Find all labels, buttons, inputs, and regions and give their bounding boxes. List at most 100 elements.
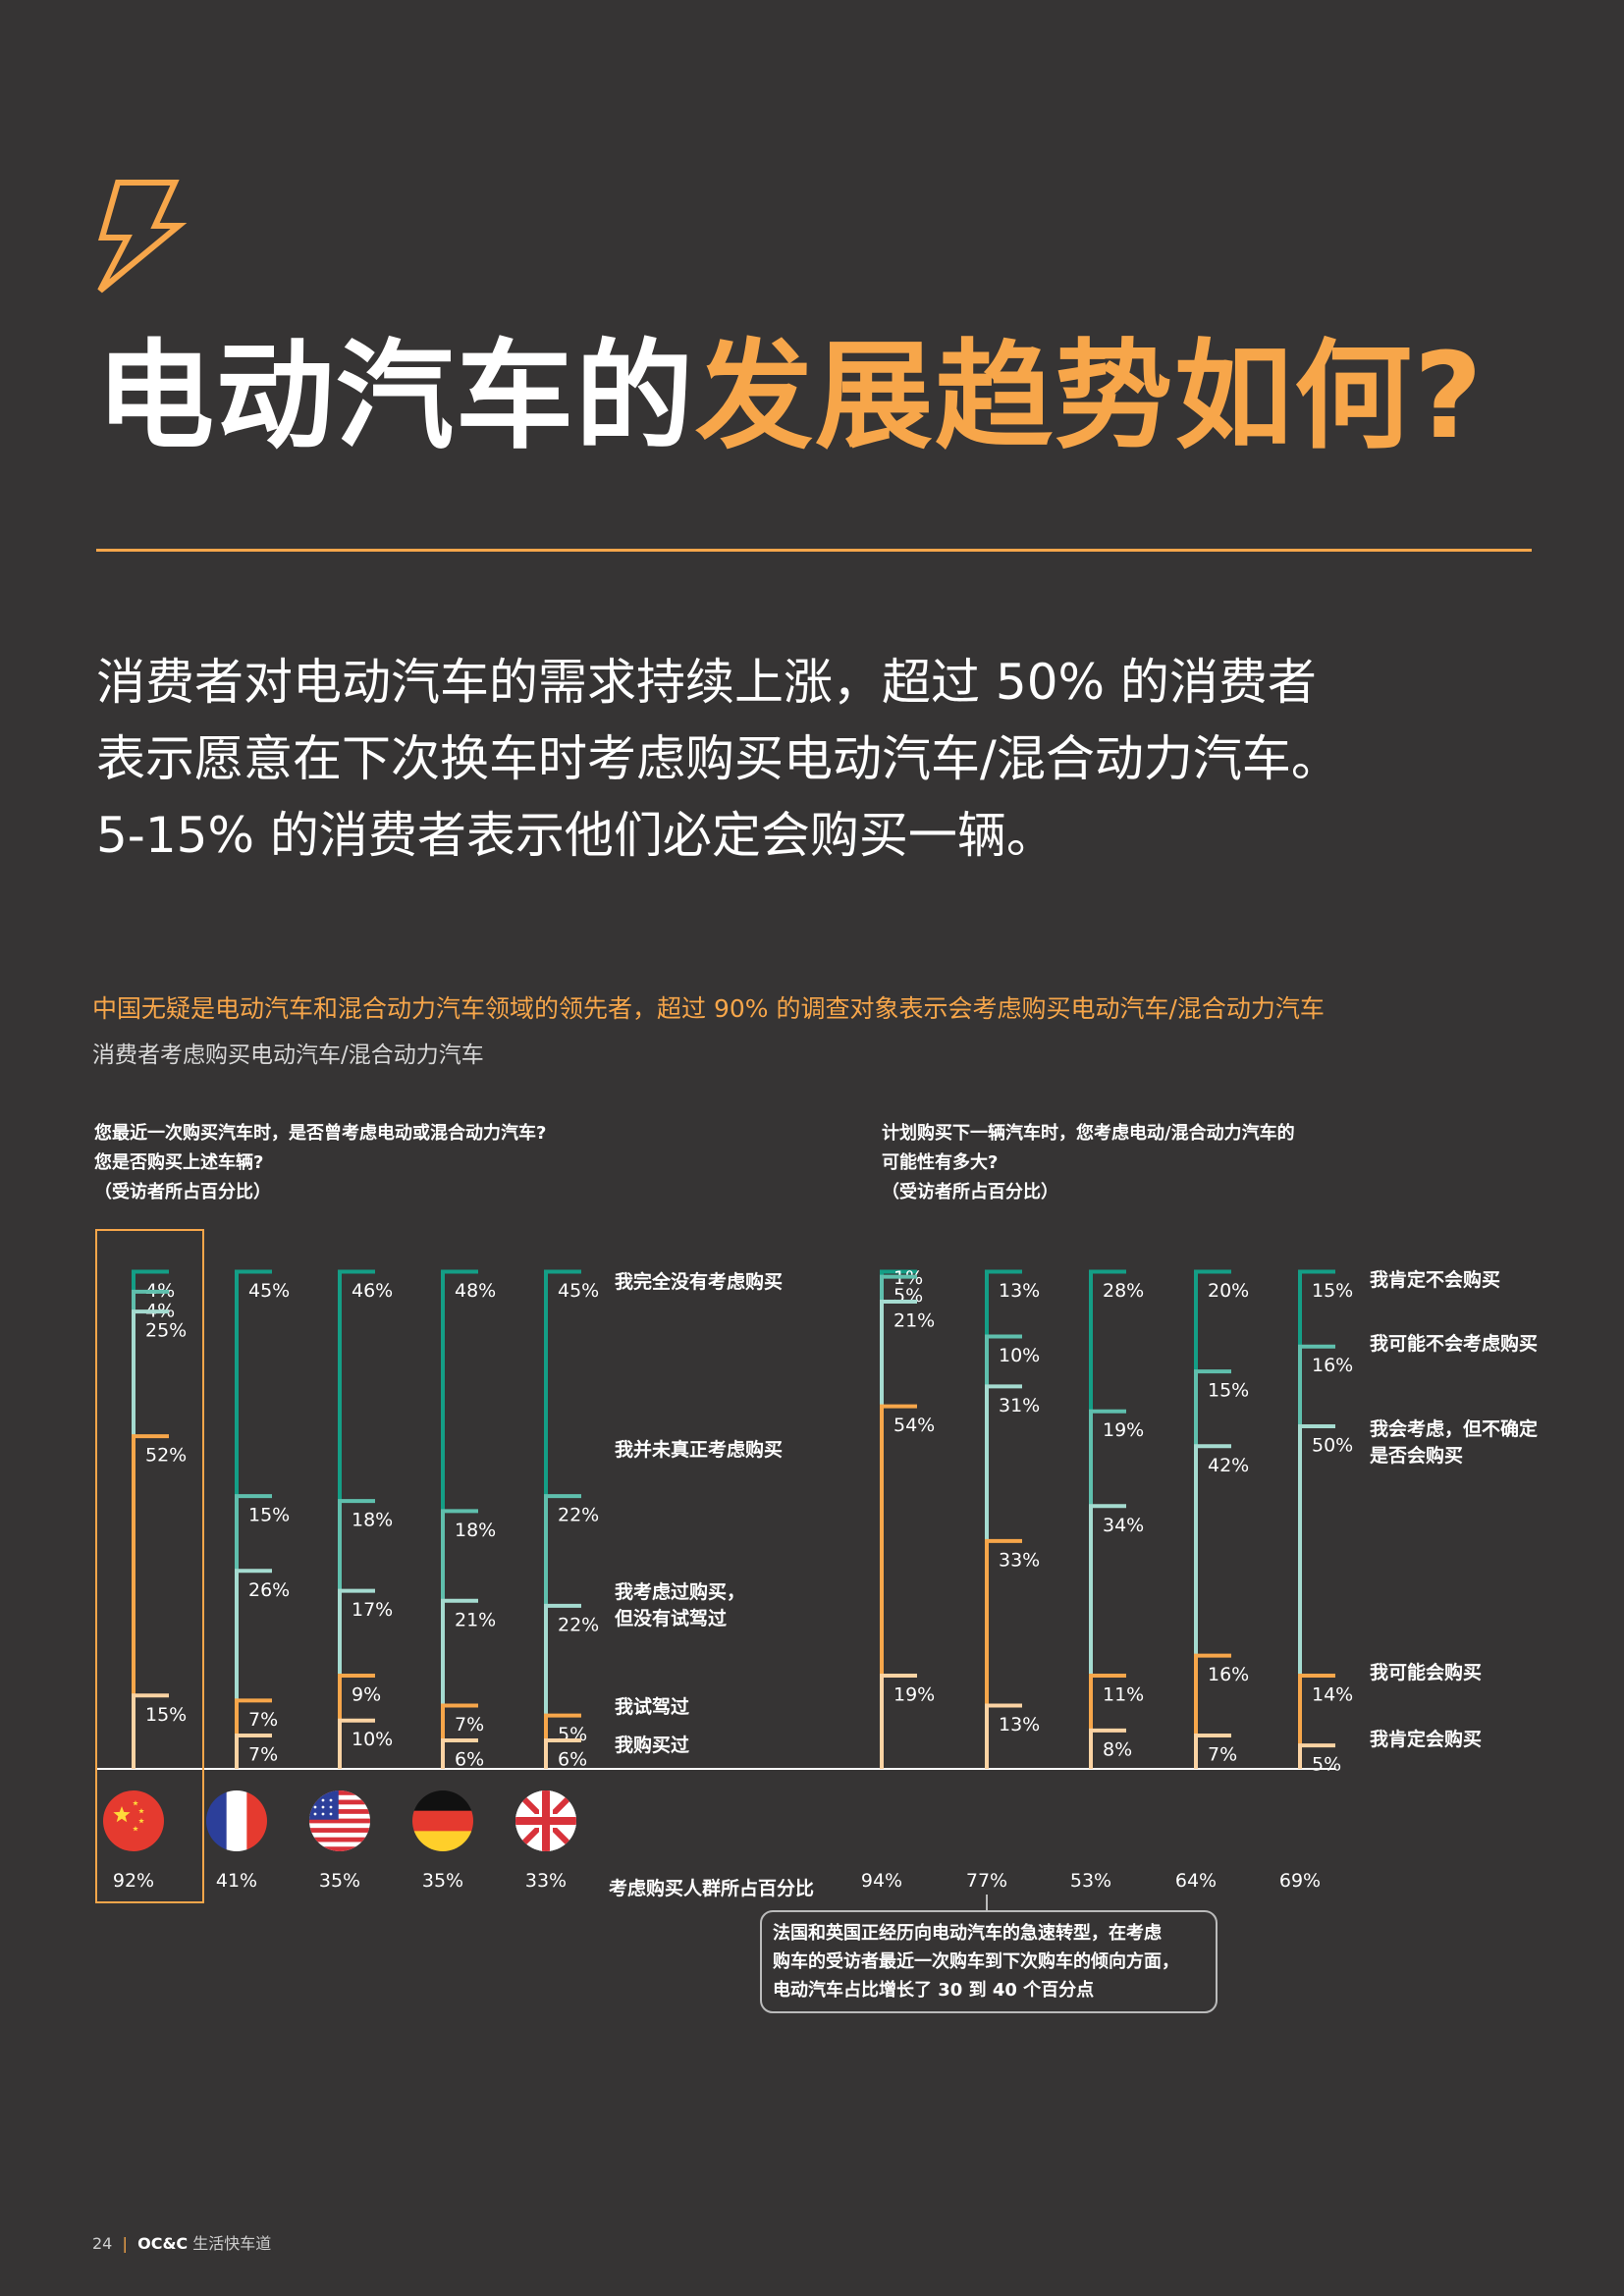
segment-value-label: 34%	[1103, 1515, 1144, 1536]
segment-category-label: 我完全没有考虑购买	[615, 1270, 783, 1293]
consider-total-label: 77%	[966, 1870, 1007, 1892]
callout-text-line: 电动汽车占比增长了 30 到 40 个百分点	[773, 1979, 1094, 2001]
consider-total-label: 53%	[1070, 1870, 1111, 1892]
segment-category-label: 我购买过	[615, 1734, 689, 1756]
segment-value-label: 5%	[1312, 1754, 1341, 1776]
segment-value-label: 7%	[1208, 1743, 1237, 1765]
question-right-line-1: 计划购买下一辆汽车时，您考虑电动/混合动力汽车的	[882, 1123, 1295, 1144]
segment-category-label: 我并未真正考虑购买	[615, 1438, 783, 1461]
segment-value-label: 22%	[558, 1614, 599, 1635]
intro-line-1: 消费者对电动汽车的需求持续上涨，超过 50% 的消费者	[96, 654, 1317, 711]
question-left-line-2: 您是否购买上述车辆?	[94, 1152, 264, 1173]
footer-brand: OC&C	[137, 2234, 189, 2253]
callout-box	[760, 1910, 1218, 2013]
segment-category-label-line: 我购买过	[615, 1734, 689, 1756]
consider-total-label: 64%	[1175, 1870, 1217, 1892]
usa-flag-icon	[309, 1790, 370, 1851]
segment-category-label-line: 我可能不会考虑购买	[1370, 1332, 1538, 1355]
france-flag-icon	[206, 1790, 267, 1851]
segment-value-label: 14%	[1312, 1683, 1353, 1705]
uk-flag-icon	[1270, 1790, 1330, 1851]
chart-heading: 中国无疑是电动汽车和混合动力汽车领域的领先者，超过 90% 的调查对象表示会考虑…	[92, 994, 1325, 1023]
segment-value-label: 16%	[1208, 1664, 1249, 1685]
segment-value-label: 45%	[248, 1280, 290, 1302]
china-highlight-box	[95, 1229, 204, 1903]
lightning-bolt-icon	[97, 180, 188, 294]
segment-value-label: 25%	[145, 1320, 187, 1342]
segment-value-label: 16%	[1312, 1355, 1353, 1376]
france-flag-icon	[956, 1790, 1017, 1851]
segment-value-label: 10%	[352, 1729, 393, 1750]
segment-category-label-line: 我可能会购买	[1370, 1661, 1482, 1683]
segment-category-label: 我可能不会考虑购买	[1370, 1332, 1538, 1355]
segment-category-label: 我试驾过	[615, 1695, 689, 1718]
segment-value-label: 28%	[1103, 1280, 1144, 1302]
segment-value-label: 18%	[352, 1510, 393, 1531]
segment-category-label-line: 我肯定会购买	[1370, 1728, 1482, 1750]
segment-value-label: 17%	[352, 1599, 393, 1621]
callout-text-line: 法国和英国正经历向电动汽车的急速转型，在考虑	[773, 1922, 1162, 1944]
segment-value-label: 26%	[248, 1579, 290, 1601]
segment-value-label: 45%	[558, 1280, 599, 1302]
segment-category-label-line: 我并未真正考虑购买	[615, 1438, 783, 1461]
consider-total-label: 94%	[861, 1870, 902, 1892]
usa-flag-icon	[1060, 1790, 1121, 1851]
page-number: 24	[92, 2234, 113, 2253]
segment-category-label: 我会考虑，但不确定是否会购买	[1370, 1417, 1538, 1467]
consider-total-label: 35%	[422, 1870, 463, 1892]
segment-value-label: 10%	[999, 1345, 1040, 1366]
segment-value-label: 7%	[248, 1743, 278, 1765]
title-part-white: 电动汽车的	[96, 329, 695, 465]
segment-value-label: 18%	[455, 1520, 496, 1541]
question-left-line-3: （受访者所占百分比）	[94, 1182, 271, 1202]
segment-value-label: 50%	[1312, 1434, 1353, 1456]
segment-value-label: 22%	[558, 1505, 599, 1526]
consider-total-label: 35%	[319, 1870, 360, 1892]
segment-value-label: 7%	[248, 1709, 278, 1731]
chart-subheading: 消费者考虑购买电动汽车/混合动力汽车	[92, 1042, 484, 1068]
segment-value-label: 6%	[455, 1749, 484, 1771]
segment-value-label: 11%	[1103, 1683, 1144, 1705]
germany-flag-icon	[412, 1790, 473, 1851]
segment-value-label: 13%	[999, 1714, 1040, 1735]
title-part-orange: 发展趋势如何?	[695, 329, 1485, 465]
segment-value-label: 20%	[1208, 1280, 1249, 1302]
consider-total-label: 69%	[1279, 1870, 1321, 1892]
segment-category-label: 我可能会购买	[1370, 1661, 1482, 1683]
segment-category-label-line: 但没有试驾过	[615, 1607, 727, 1629]
question-right-line-3: （受访者所占百分比）	[882, 1182, 1058, 1202]
question-left: 您最近一次购买汽车时，是否曾考虑电动或混合动力汽车? 您是否购买上述车辆? （受…	[94, 1119, 546, 1207]
segment-category-label-line: 我肯定不会购买	[1370, 1268, 1500, 1291]
segment-value-label: 54%	[893, 1415, 935, 1436]
segment-value-label: 33%	[999, 1549, 1040, 1571]
segment-value-label: 21%	[455, 1609, 496, 1630]
segment-value-label: 15%	[1208, 1380, 1249, 1402]
segment-category-label-line: 我试驾过	[615, 1695, 689, 1718]
segment-category-label-line: 我完全没有考虑购买	[615, 1270, 783, 1293]
segment-value-label: 13%	[999, 1280, 1040, 1302]
segment-category-label-line: 我会考虑，但不确定	[1370, 1417, 1538, 1440]
segment-category-label: 我肯定不会购买	[1370, 1268, 1500, 1291]
segment-value-label: 6%	[558, 1749, 587, 1771]
title-divider	[96, 549, 1532, 552]
segment-category-label-line: 是否会购买	[1370, 1444, 1463, 1467]
question-right: 计划购买下一辆汽车时，您考虑电动/混合动力汽车的 可能性有多大? （受访者所占百…	[882, 1119, 1295, 1207]
segment-value-label: 52%	[145, 1445, 187, 1467]
footer: 24 | OC&C 生活快车道	[92, 2230, 271, 2254]
germany-flag-icon	[1165, 1790, 1226, 1851]
question-right-line-2: 可能性有多大?	[882, 1152, 999, 1173]
segment-value-label: 9%	[352, 1683, 381, 1705]
footer-separator: |	[117, 2234, 134, 2253]
totals-caption: 考虑购买人群所占百分比	[609, 1877, 814, 1899]
segment-value-label: 42%	[1208, 1455, 1249, 1476]
segment-value-label: 21%	[893, 1309, 935, 1331]
segment-value-label: 7%	[455, 1714, 484, 1735]
segment-value-label: 8%	[1103, 1738, 1132, 1760]
consider-total-label: 92%	[113, 1870, 154, 1892]
segment-value-label: 19%	[893, 1683, 935, 1705]
china-flag-icon	[103, 1790, 164, 1851]
question-left-line-1: 您最近一次购买汽车时，是否曾考虑电动或混合动力汽车?	[94, 1123, 547, 1144]
footer-tagline: 生活快车道	[192, 2234, 272, 2253]
china-flag-icon	[851, 1790, 912, 1851]
segment-category-label: 我考虑过购买， 但没有试驾过	[615, 1580, 745, 1629]
